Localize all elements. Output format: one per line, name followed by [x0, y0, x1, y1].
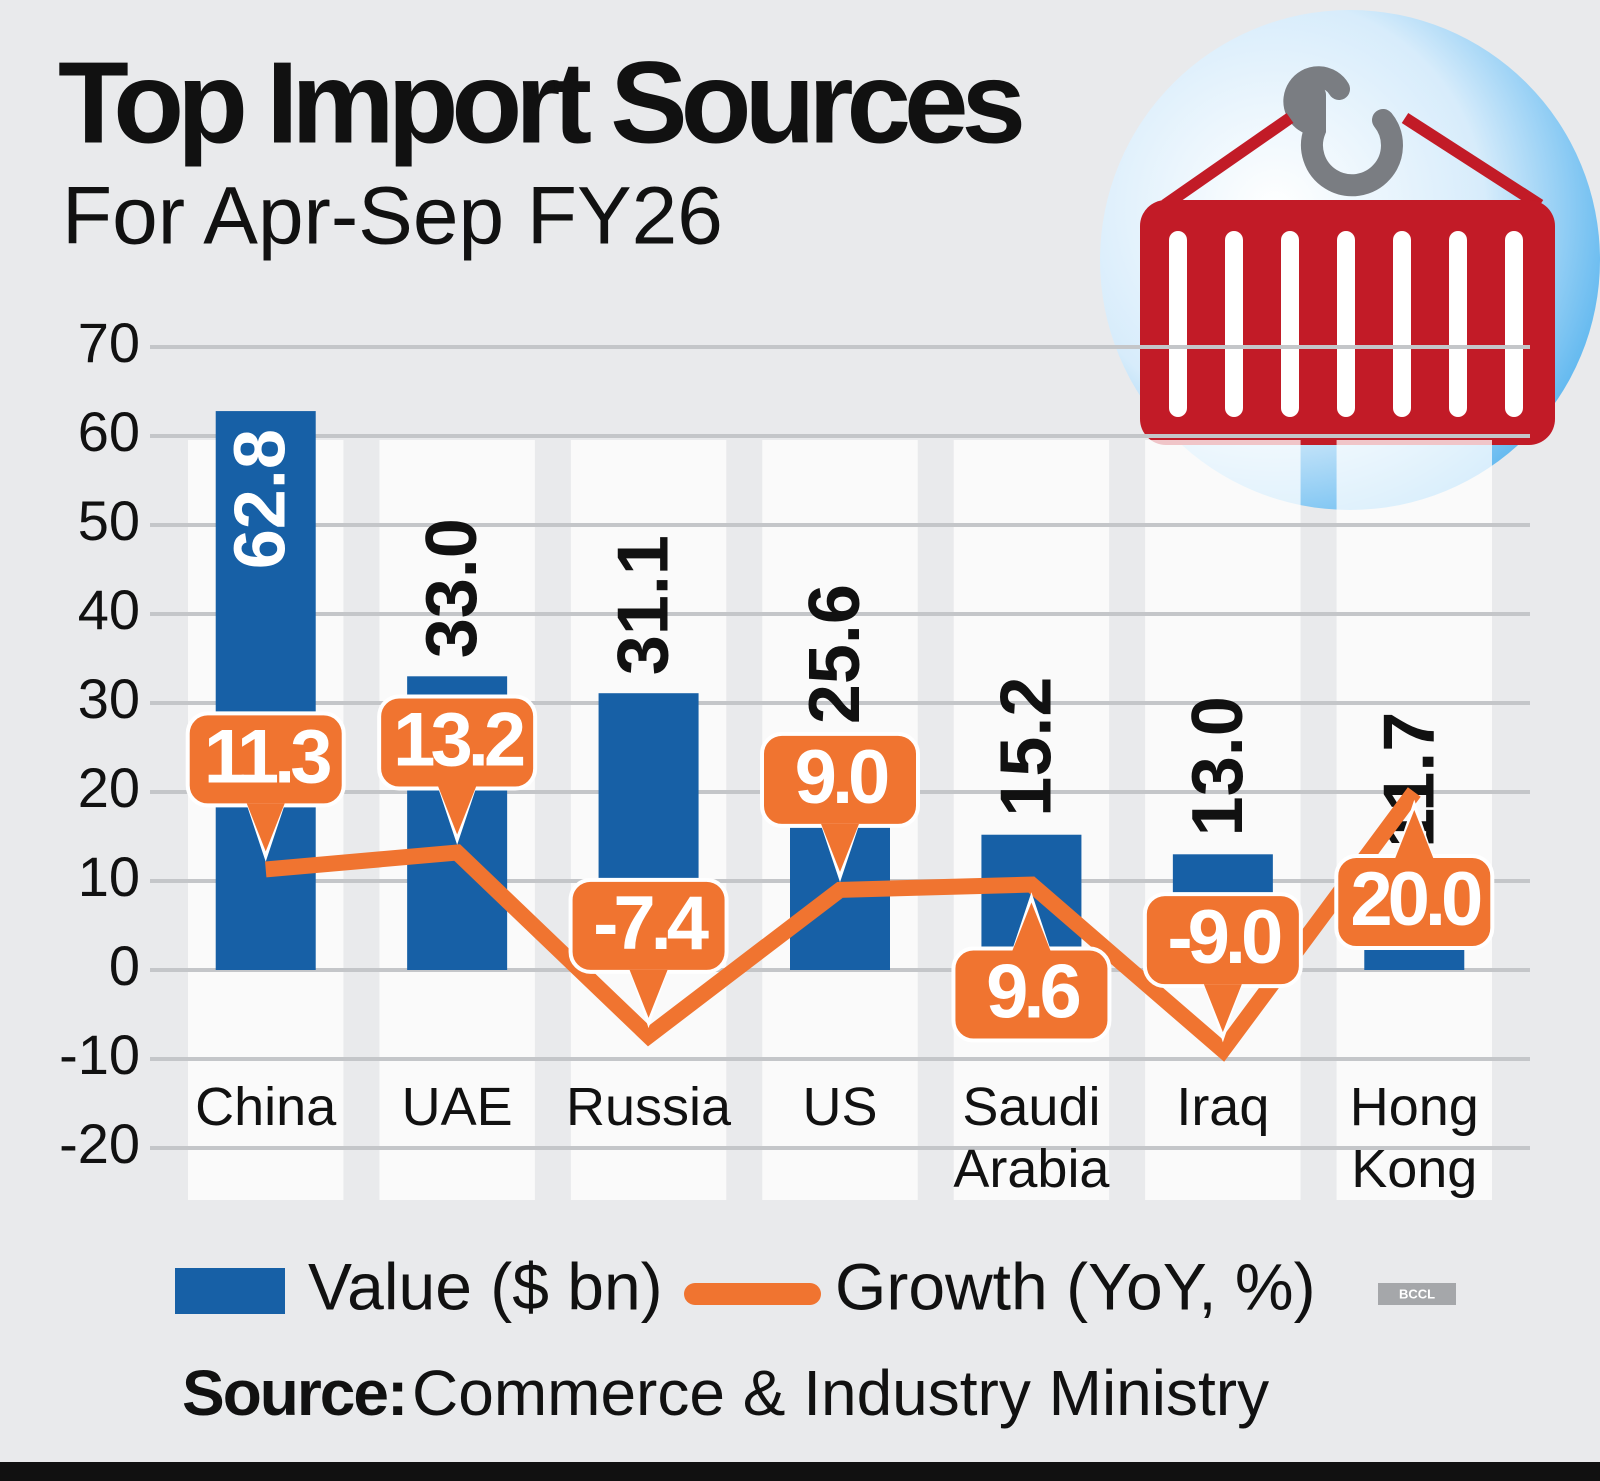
- legend-label: Growth (YoY, %): [835, 1249, 1316, 1323]
- source: Commerce & Industry Ministry: [412, 1357, 1269, 1429]
- y-tick-label: -10: [59, 1023, 140, 1086]
- growth-label: -9.0: [1167, 895, 1281, 980]
- y-tick-label: 20: [78, 756, 140, 819]
- y-tick-label: 70: [78, 311, 140, 374]
- column-strip: [953, 440, 1110, 1200]
- x-tick-label: UAE: [401, 1077, 513, 1137]
- y-tick-label: 50: [78, 489, 140, 552]
- growth-label: 13.2: [393, 698, 524, 783]
- chart-subtitle: For Apr-Sep FY26: [62, 171, 723, 262]
- value-label: 25.6: [795, 584, 875, 724]
- label-pointer-fill: [246, 803, 285, 852]
- y-tick-label: 40: [78, 578, 140, 641]
- label-pointer-fill: [821, 823, 859, 872]
- footer-bar: [0, 1462, 1600, 1481]
- x-tick-label: Iraq: [1176, 1077, 1270, 1137]
- bar: [215, 411, 316, 971]
- growth-label: 11.3: [204, 715, 330, 800]
- container-icon: [1100, 10, 1600, 510]
- growth-label: 9.0: [795, 735, 888, 820]
- line: [265, 787, 1421, 1062]
- label-pointer-fill: [1012, 902, 1051, 951]
- x-tick-label: Saudi Arabia: [953, 1077, 1110, 1199]
- y-tick-label: 30: [78, 667, 140, 730]
- source-label: Source:: [182, 1357, 406, 1429]
- growth-label: -7.4: [593, 881, 709, 966]
- y-tick-label: 0: [109, 934, 140, 997]
- watermark-box: [1378, 1283, 1456, 1305]
- label-pointer-fill: [1395, 810, 1434, 858]
- x-tick-label: China: [195, 1077, 337, 1137]
- label-pointer-fill: [438, 786, 477, 835]
- x-tick-label: Russia: [566, 1077, 732, 1137]
- x-tick-label: US: [802, 1077, 878, 1137]
- y-tick-label: 60: [78, 400, 140, 463]
- value-label: 33.0: [412, 518, 492, 658]
- watermark: BCCL: [1399, 1286, 1435, 1301]
- legend-label: Value ($ bn): [308, 1249, 663, 1323]
- label-pointer-fill: [1203, 984, 1242, 1033]
- chart-title: Top Import Sources: [58, 38, 1022, 168]
- growth-label: 9.6: [986, 950, 1079, 1035]
- growth-label: 20.0: [1350, 857, 1481, 942]
- x-tick-label: Hong Kong: [1349, 1077, 1479, 1199]
- label-pointer-fill: [629, 969, 668, 1018]
- column-strip: [1145, 440, 1301, 1200]
- value-label: 15.2: [986, 677, 1066, 817]
- value-label: 31.1: [604, 535, 684, 675]
- y-tick-label: 10: [78, 845, 140, 908]
- value-label: 13.0: [1178, 696, 1258, 836]
- value-label: 62.8: [221, 429, 301, 569]
- y-tick-label: -20: [59, 1112, 140, 1175]
- legend-swatch: [175, 1268, 285, 1314]
